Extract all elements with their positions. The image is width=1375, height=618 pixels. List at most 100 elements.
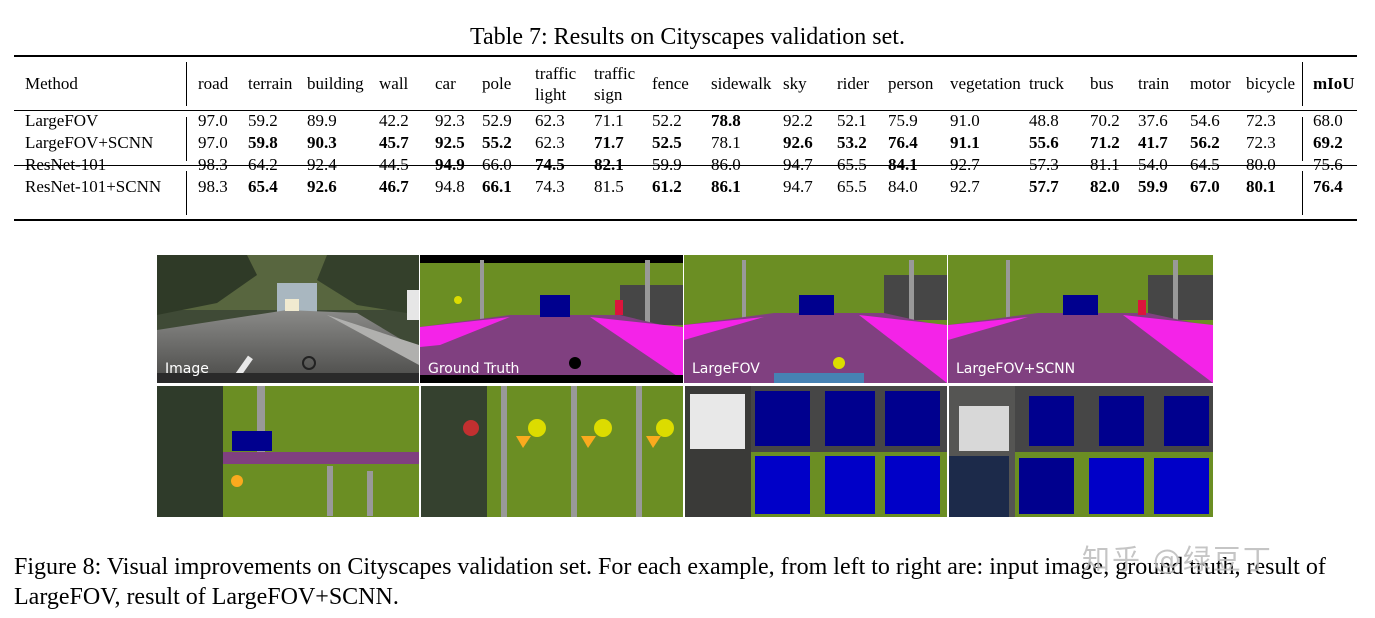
figure-caption: Figure 8: Visual improvements on Citysca… — [14, 554, 1326, 610]
value-cell: 86.1 — [711, 177, 741, 196]
table-row: ResNet-101+SCNN 98.3 65.4 92.6 46.7 94.8 66.1 7… — [14, 176, 1368, 198]
value-cell: 59.8 — [248, 133, 278, 152]
value-cell: 76.4 — [888, 133, 918, 152]
value-cell: 42.2 — [379, 111, 409, 130]
value-cell: 78.8 — [711, 111, 741, 130]
method-cell: LargeFOV — [25, 111, 99, 130]
value-cell: 55.6 — [1029, 133, 1059, 152]
column-header: mIoU — [1313, 74, 1355, 93]
value-cell: 71.7 — [594, 133, 624, 152]
value-cell: 45.7 — [379, 133, 409, 152]
header-line: traffic — [535, 64, 577, 83]
value-cell: 81.1 — [1090, 155, 1120, 174]
value-cell: 61.2 — [652, 177, 682, 196]
value-cell: 64.5 — [1190, 155, 1220, 174]
value-cell: 94.7 — [783, 177, 813, 196]
value-cell: 98.3 — [198, 155, 228, 174]
table-row: LargeFOV+SCNN 97.0 59.8 90.3 45.7 92.5 55.2 62.… — [14, 132, 1368, 154]
value-cell: 53.2 — [837, 133, 867, 152]
example-crop-trucks-2 — [949, 386, 1213, 517]
value-cell: 75.9 — [888, 111, 918, 130]
method-divider — [186, 62, 187, 106]
value-cell: 37.6 — [1138, 111, 1168, 130]
value-cell: 82.1 — [594, 155, 624, 174]
value-cell: 70.2 — [1090, 111, 1120, 130]
panel-label: LargeFOV+SCNN — [956, 361, 1076, 377]
column-header: traffic light — [535, 58, 594, 110]
value-cell: 94.9 — [435, 155, 465, 174]
method-cell: ResNet-101+SCNN — [25, 177, 162, 196]
table-bottom-rule — [14, 219, 1357, 221]
column-header: person — [888, 74, 934, 93]
value-cell: 80.1 — [1246, 177, 1276, 196]
table-group: ResNet-101 98.3 64.2 92.4 44.5 94.9 66.0 74.5 82… — [14, 154, 1368, 198]
value-cell: 74.3 — [535, 177, 565, 196]
value-cell: 65.5 — [837, 155, 867, 174]
column-header: sidewalk — [711, 74, 772, 93]
column-header: wall — [379, 74, 409, 93]
column-header: fence — [652, 74, 689, 93]
value-cell: 71.1 — [594, 111, 624, 130]
value-cell: 72.3 — [1246, 133, 1276, 152]
value-cell: 92.7 — [950, 155, 980, 174]
panel-label: LargeFOV — [692, 361, 760, 377]
value-cell: 69.2 — [1313, 133, 1343, 152]
value-cell: 48.8 — [1029, 111, 1059, 130]
value-cell: 44.5 — [379, 155, 409, 174]
method-divider — [186, 171, 187, 215]
value-cell: 72.3 — [1246, 111, 1276, 130]
results-table: Method road terrain building wall car pole traf… — [14, 58, 1368, 198]
segmentation-figure: Image Ground Truth — [157, 255, 1213, 517]
method-divider — [186, 117, 187, 161]
value-cell: 84.0 — [888, 177, 918, 196]
input-image-panel: Image — [157, 255, 419, 383]
method-cell: ResNet-101 — [25, 155, 107, 174]
value-cell: 68.0 — [1313, 111, 1343, 130]
largefov-panel: LargeFOV — [684, 255, 947, 383]
column-header: truck — [1029, 74, 1064, 93]
group-rule — [14, 165, 1357, 166]
value-cell: 57.3 — [1029, 155, 1059, 174]
value-cell: 52.2 — [652, 111, 682, 130]
value-cell: 62.3 — [535, 133, 565, 152]
value-cell: 67.0 — [1190, 177, 1220, 196]
value-cell: 52.5 — [652, 133, 682, 152]
value-cell: 71.2 — [1090, 133, 1120, 152]
value-cell: 76.4 — [1313, 177, 1343, 196]
table-row: ResNet-101 98.3 64.2 92.4 44.5 94.9 66.0 74.5 82… — [14, 154, 1368, 176]
value-cell: 54.0 — [1138, 155, 1168, 174]
value-cell: 64.2 — [248, 155, 278, 174]
value-cell: 92.4 — [307, 155, 337, 174]
largefov-scnn-segmentation — [948, 255, 1213, 383]
value-cell: 78.1 — [711, 133, 741, 152]
value-cell: 65.5 — [837, 177, 867, 196]
value-cell: 66.1 — [482, 177, 512, 196]
example-crop-trucks-1 — [685, 386, 947, 517]
column-header: building — [307, 74, 364, 93]
largefov-scnn-panel: LargeFOV+SCNN — [948, 255, 1213, 383]
largefov-segmentation — [684, 255, 947, 383]
column-header: train — [1138, 74, 1170, 93]
column-header: vegetation — [950, 74, 1021, 93]
table-row: LargeFOV 97.0 59.2 89.9 42.2 92.3 52.9 62.3 71.1… — [14, 110, 1368, 132]
column-header: pole — [482, 74, 512, 93]
value-cell: 65.4 — [248, 177, 278, 196]
street-scene-image — [157, 255, 419, 383]
value-cell: 56.2 — [1190, 133, 1220, 152]
value-cell: 55.2 — [482, 133, 512, 152]
value-cell: 92.7 — [950, 177, 980, 196]
table-top-rule — [14, 55, 1357, 57]
value-cell: 52.9 — [482, 111, 512, 130]
column-header: bus — [1090, 74, 1114, 93]
value-cell: 90.3 — [307, 133, 337, 152]
value-cell: 80.0 — [1246, 155, 1276, 174]
value-cell: 74.5 — [535, 155, 565, 174]
miou-divider — [1302, 117, 1303, 161]
miou-divider — [1302, 62, 1303, 106]
value-cell: 91.1 — [950, 133, 980, 152]
value-cell: 89.9 — [307, 111, 337, 130]
value-cell: 98.3 — [198, 177, 228, 196]
value-cell: 82.0 — [1090, 177, 1120, 196]
ground-truth-panel: Ground Truth — [420, 255, 683, 383]
table-caption: Table 7: Results on Cityscapes validatio… — [470, 24, 905, 50]
